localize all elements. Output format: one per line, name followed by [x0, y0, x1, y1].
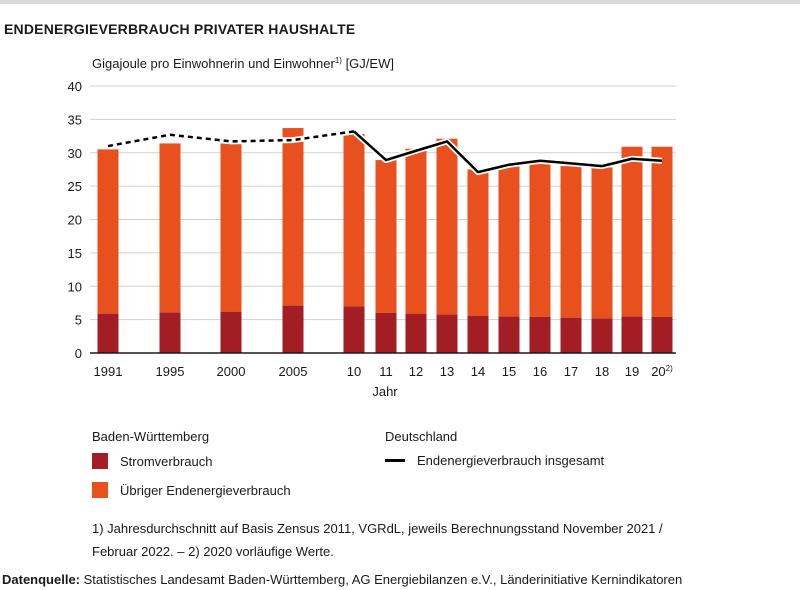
- data-source: Datenquelle: Statistisches Landesamt Bad…: [2, 572, 682, 587]
- x-tick-text: 18: [595, 364, 609, 379]
- y-tick-label: 35: [68, 112, 82, 127]
- x-tick-footnote: 2): [666, 364, 673, 373]
- bar-stromverbrauch: [159, 312, 181, 353]
- x-tick-text: 19: [625, 364, 639, 379]
- bar-stromverbrauch: [405, 313, 427, 353]
- bar-uebriger-endenergieverbrauch: [159, 143, 181, 313]
- x-tick-label: 16: [533, 364, 547, 379]
- x-tick-label: 2000: [217, 364, 246, 379]
- footnote: 1) Jahresdurchschnitt auf Basis Zensus 2…: [92, 521, 663, 559]
- top-divider: [0, 0, 800, 4]
- legend-label-uebrig: Übriger Endenergieverbrauch: [120, 482, 291, 498]
- x-tick-text: 10: [347, 364, 361, 379]
- bar-uebriger-endenergieverbrauch: [375, 160, 397, 313]
- bar-stromverbrauch: [651, 316, 673, 353]
- bar-stromverbrauch: [282, 305, 304, 353]
- bar-stromverbrauch: [220, 311, 242, 353]
- bar-uebriger-endenergieverbrauch: [467, 169, 489, 316]
- y-tick-label: 10: [68, 279, 82, 294]
- y-tick-label: 20: [68, 213, 82, 228]
- legend-group-de: Deutschland: [385, 429, 458, 444]
- y-axis-unit-label: Gigajoule pro Einwohnerin und Einwohner1…: [92, 56, 394, 71]
- bar-uebriger-endenergieverbrauch: [621, 146, 643, 317]
- x-tick-label: 19: [625, 364, 639, 379]
- x-tick-label: 202): [651, 364, 673, 379]
- y-tick-label: 40: [68, 79, 82, 94]
- x-tick-label: 1995: [156, 364, 185, 379]
- legend-label-line: Endenergieverbrauch insgesamt: [417, 453, 605, 468]
- legend-item-uebrig: Übriger Endenergieverbrauch: [92, 482, 291, 498]
- x-tick-label: 11: [379, 364, 393, 379]
- x-tick-text: 15: [502, 364, 516, 379]
- data-source-label: Datenquelle:: [2, 572, 81, 587]
- x-tick-label: 12: [409, 364, 423, 379]
- bar-uebriger-endenergieverbrauch: [560, 166, 582, 318]
- x-tick-text: 2000: [217, 364, 246, 379]
- bar-uebriger-endenergieverbrauch: [220, 143, 242, 312]
- x-tick-label: 1991: [94, 364, 123, 379]
- bar-uebriger-endenergieverbrauch: [498, 165, 520, 317]
- bar-stromverbrauch: [343, 306, 365, 353]
- bar-stromverbrauch: [97, 313, 119, 353]
- bar-uebriger-endenergieverbrauch: [97, 149, 119, 314]
- legend-swatch-strom: [92, 453, 108, 469]
- x-tick-label: 14: [471, 364, 485, 379]
- y-tick-label: 5: [75, 313, 82, 328]
- bar-stromverbrauch: [529, 316, 551, 353]
- bar-uebriger-endenergieverbrauch: [282, 128, 304, 306]
- x-tick-label: 13: [440, 364, 454, 379]
- legend-item-strom: Stromverbrauch: [92, 453, 212, 469]
- y-axis-unit-suffix: [GJ/EW]: [342, 56, 394, 71]
- bar-uebriger-endenergieverbrauch: [529, 164, 551, 317]
- x-tick-text: 1995: [156, 364, 185, 379]
- chart-area: Gigajoule pro Einwohnerin und Einwohner1…: [68, 56, 676, 399]
- x-tick-label: 17: [564, 364, 578, 379]
- y-axis-unit-footnote: 1): [335, 56, 342, 65]
- x-tick-label: 18: [595, 364, 609, 379]
- bar-uebriger-endenergieverbrauch: [405, 148, 427, 314]
- bar-stromverbrauch: [560, 317, 582, 353]
- bar-uebriger-endenergieverbrauch: [436, 138, 458, 315]
- line-endenergieverbrauch-solid: [353, 130, 663, 174]
- y-tick-label: 30: [68, 146, 82, 161]
- bar-stromverbrauch: [467, 315, 489, 353]
- bar-uebriger-endenergieverbrauch: [651, 146, 673, 317]
- x-tick-text: 16: [533, 364, 547, 379]
- bar-stromverbrauch: [621, 316, 643, 353]
- legend-swatch-uebrig: [92, 482, 108, 498]
- legend-swatch-line: [385, 459, 405, 462]
- legend-group-bw: Baden-Württemberg: [92, 429, 210, 444]
- bar-stromverbrauch: [375, 312, 397, 353]
- chart-title: ENDENERGIEVERBRAUCH PRIVATER HAUSHALTE: [4, 21, 356, 37]
- x-tick-text: 13: [440, 364, 454, 379]
- x-tick-label: 15: [502, 364, 516, 379]
- legend-item-line: Endenergieverbrauch insgesamt: [385, 453, 604, 468]
- x-tick-text: 2005: [279, 364, 308, 379]
- x-tick-text: 20: [651, 364, 665, 379]
- bar-uebriger-endenergieverbrauch: [343, 134, 365, 307]
- y-tick-label: 15: [68, 246, 82, 261]
- y-tick-label: 25: [68, 179, 82, 194]
- data-source-text: Statistisches Landesamt Baden-Württember…: [80, 572, 683, 587]
- bar-stromverbrauch: [591, 318, 613, 353]
- bar-stromverbrauch: [498, 316, 520, 353]
- bar-stromverbrauch: [436, 314, 458, 353]
- bar-uebriger-endenergieverbrauch: [591, 167, 613, 319]
- line-halo-dashed: [107, 128, 355, 150]
- y-axis-unit-text: Gigajoule pro Einwohnerin und Einwohner: [92, 56, 335, 71]
- x-tick-label: 2005: [279, 364, 308, 379]
- x-tick-text: 11: [379, 364, 393, 379]
- x-tick-text: 14: [471, 364, 485, 379]
- x-tick-text: 12: [409, 364, 423, 379]
- y-tick-label: 0: [75, 346, 82, 361]
- x-tick-text: 17: [564, 364, 578, 379]
- legend-label-strom: Stromverbrauch: [120, 453, 213, 469]
- x-tick-text: 1991: [94, 364, 123, 379]
- x-tick-label: 10: [347, 364, 361, 379]
- x-axis-title: Jahr: [372, 384, 398, 399]
